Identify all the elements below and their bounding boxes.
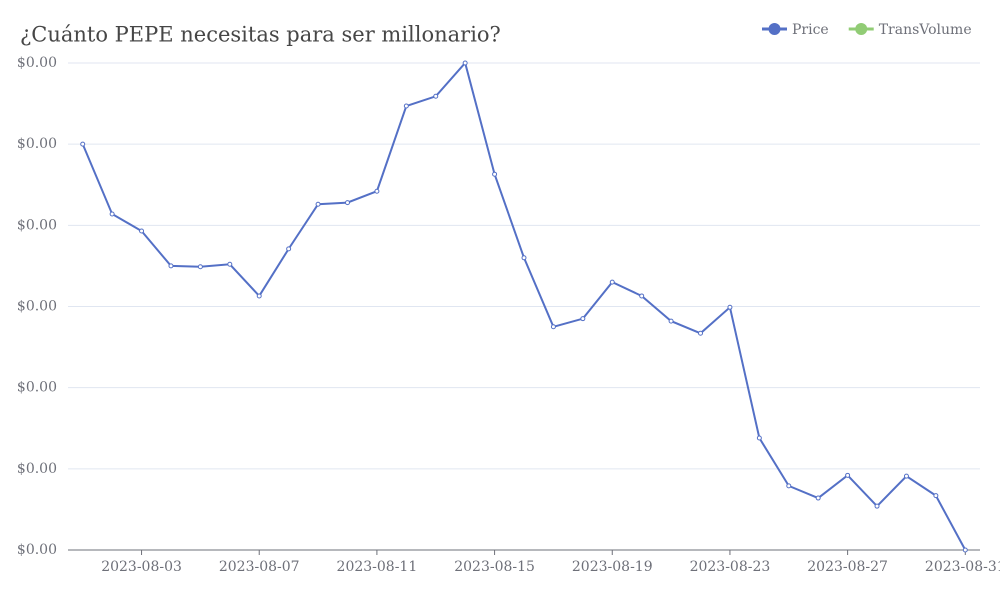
y-tick-label: $0.00 [17,217,57,233]
data-point [668,318,674,324]
legend-marker [768,23,781,35]
legend-label: TransVolume [879,22,972,38]
data-point [168,263,174,269]
data-point [374,188,380,194]
data-point [433,93,439,99]
data-point [874,503,880,509]
y-tick-label: $0.00 [17,461,57,477]
data-point [492,171,498,177]
data-point [227,261,233,267]
data-point [521,255,527,261]
x-tick-label: 2023-08-23 [690,559,771,575]
data-point [580,316,586,322]
x-tick-label: 2023-08-11 [337,559,418,575]
data-point [286,246,292,252]
x-tick-label: 2023-08-03 [101,559,182,575]
legend-label: Price [792,22,829,38]
data-point [197,264,203,270]
x-tick-label: 2023-08-31 [925,559,1000,575]
data-point [109,211,115,217]
x-tick-label: 2023-08-19 [572,559,653,575]
data-point [462,60,468,66]
data-point [756,435,762,441]
data-point [139,228,145,234]
y-tick-label: $0.00 [17,136,57,152]
chart-title: ¿Cuánto PEPE necesitas para ser millonar… [20,23,501,47]
y-tick-label: $0.00 [17,55,57,71]
data-point [256,293,262,299]
data-point [698,330,704,336]
data-point [845,472,851,478]
y-tick-label: $0.00 [17,542,57,558]
data-point [727,304,733,310]
x-tick-label: 2023-08-07 [219,559,300,575]
data-point [962,547,968,553]
x-tick-label: 2023-08-27 [807,559,888,575]
data-point [786,483,792,489]
y-tick-label: $0.00 [17,380,57,396]
legend-marker [855,23,868,35]
data-point [933,493,939,499]
data-point [315,201,321,207]
data-point [903,473,909,479]
data-point [639,293,645,299]
data-point [344,200,350,206]
data-point [609,279,615,285]
data-point [80,141,86,147]
x-tick-label: 2023-08-15 [454,559,535,575]
data-point [403,103,409,109]
data-point [550,324,556,330]
data-point [815,495,821,501]
y-tick-label: $0.00 [17,299,57,315]
